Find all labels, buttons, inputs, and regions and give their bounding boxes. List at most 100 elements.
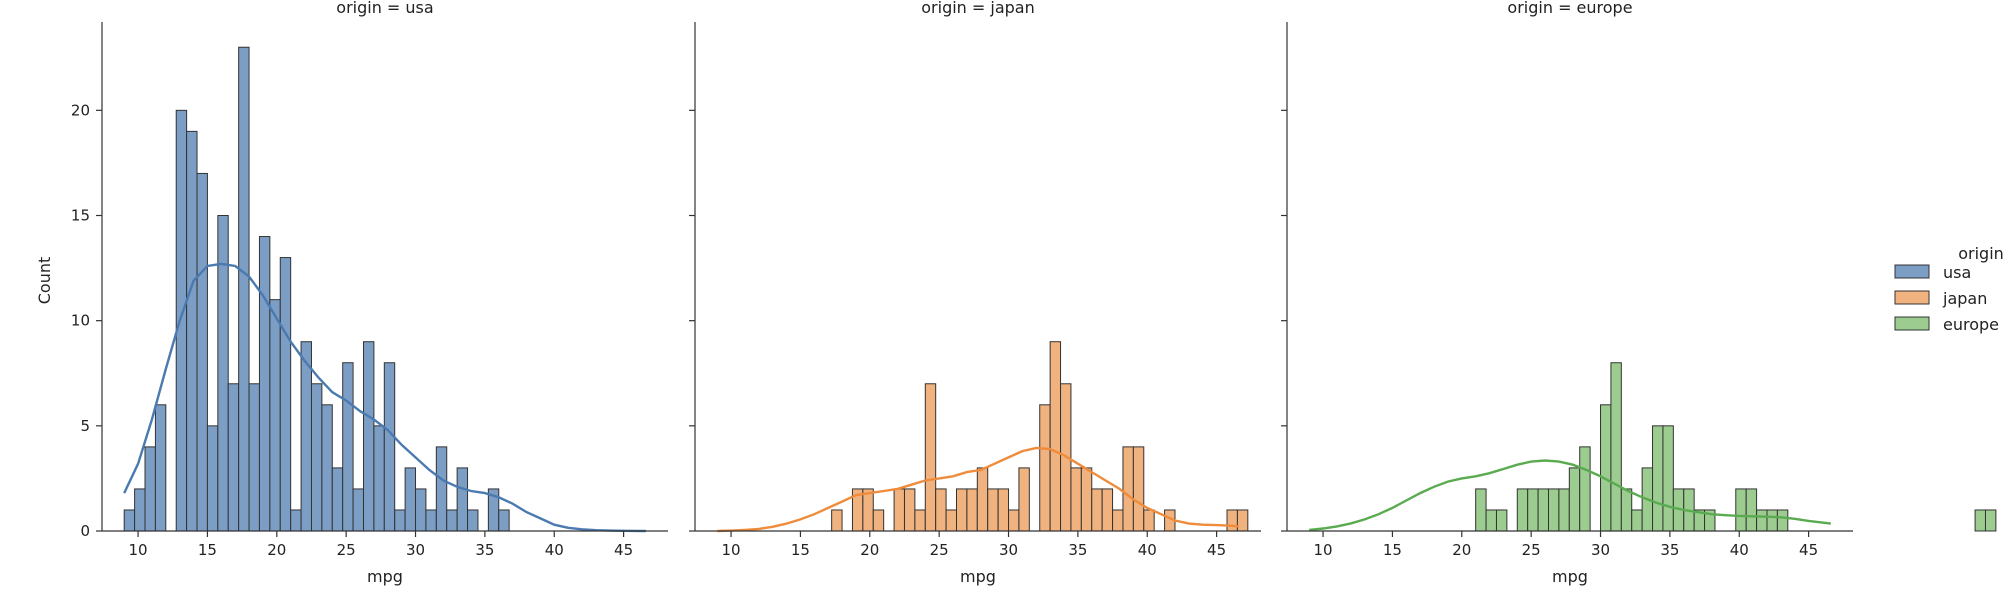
- histogram-bar: [1745, 488, 1758, 532]
- histogram-bar: [206, 425, 219, 532]
- x-tick-label: 30: [1591, 541, 1610, 559]
- x-tick-label: 35: [1660, 541, 1679, 559]
- histogram-bar: [903, 488, 916, 532]
- y-tick-label: 5: [80, 417, 90, 435]
- x-tick-label: 15: [791, 541, 810, 559]
- histogram-bar: [924, 383, 937, 532]
- x-axis-title: mpg: [1552, 567, 1588, 586]
- histogram-bar: [175, 109, 188, 532]
- histogram-bar: [1132, 446, 1145, 532]
- histogram-bar: [383, 362, 396, 532]
- legend-item-japan: japan: [1894, 289, 1987, 308]
- histogram-bar: [144, 446, 156, 532]
- histogram-bar: [1112, 509, 1124, 532]
- x-tick-label: 25: [1522, 541, 1541, 559]
- histogram-bar: [955, 488, 968, 532]
- histogram-bar: [123, 509, 136, 532]
- x-tick-label: 35: [1068, 541, 1087, 559]
- histogram-bar: [258, 236, 271, 532]
- histogram-bar: [976, 467, 989, 532]
- x-tick-label: 35: [475, 541, 494, 559]
- y-axis-title: Count: [35, 257, 54, 305]
- histogram-bar: [1143, 509, 1155, 532]
- kde-line: [123, 262, 646, 533]
- histogram-bar: [1101, 488, 1114, 532]
- y-tick-label: 10: [71, 312, 90, 330]
- histogram-bar: [269, 299, 281, 532]
- histogram-bar: [342, 362, 354, 532]
- histogram-bar: [467, 509, 479, 532]
- x-tick-label: 10: [722, 541, 741, 559]
- histogram-bar: [362, 341, 375, 532]
- x-axis-title: mpg: [960, 567, 996, 586]
- y-tick-label: 0: [80, 522, 90, 540]
- histogram-bar: [1516, 488, 1529, 532]
- histogram-bar: [872, 509, 885, 532]
- y-tick-label: 15: [71, 207, 90, 225]
- histogram-bar: [1527, 488, 1539, 532]
- legend-item-usa: usa: [1894, 263, 1971, 282]
- histogram-bar: [1766, 509, 1778, 532]
- histogram-bar: [394, 509, 406, 532]
- histogram-bar: [446, 509, 458, 532]
- histogram-bar: [404, 467, 417, 532]
- x-tick-label: 20: [860, 541, 879, 559]
- x-tick-label: 25: [337, 541, 356, 559]
- histogram-bar: [134, 488, 146, 532]
- histogram-bar: [987, 488, 999, 532]
- histogram-bar: [154, 404, 167, 532]
- kde-line: [1309, 459, 1831, 532]
- histogram-bar: [1662, 425, 1674, 532]
- histogram-bar: [1495, 509, 1508, 532]
- histogram-bar: [935, 488, 947, 532]
- histogram-bar: [321, 404, 333, 532]
- x-tick-label: 10: [1314, 541, 1333, 559]
- histogram-bar: [1558, 488, 1570, 532]
- x-tick-label: 40: [1138, 541, 1157, 559]
- histogram-bar: [300, 341, 312, 532]
- histogram-bar: [227, 383, 240, 532]
- facet-japan: origin = japan 10 15 20 25 30 35 40 45 mpg: [689, 0, 1261, 586]
- histogram-bar: [1080, 467, 1093, 532]
- histogram-bar: [831, 509, 843, 532]
- x-tick-label: 45: [1207, 541, 1226, 559]
- histogram-bar: [1756, 509, 1768, 532]
- histogram-bar: [1049, 341, 1062, 532]
- histogram-bar: [1039, 404, 1051, 532]
- x-tick-label: 40: [1730, 541, 1749, 559]
- x-tick-label: 15: [1383, 541, 1402, 559]
- histogram-bar: [1610, 362, 1622, 532]
- histogram-bar: [945, 509, 957, 532]
- legend-title: origin: [1958, 244, 2004, 263]
- histogram-bar: [1776, 509, 1789, 532]
- histogram-bar: [456, 467, 469, 532]
- histogram-bar: [1091, 488, 1103, 532]
- legend: origin usa japan europe: [1894, 244, 2004, 334]
- histogram-bar: [893, 488, 905, 532]
- x-axis-title: mpg: [367, 567, 403, 586]
- histogram-bar: [279, 257, 292, 532]
- facet-usa: origin = usa 10 15 20 25 30 35 40 45 0 5 10 15 20 mpg C…: [35, 0, 668, 586]
- histogram-bar: [1579, 446, 1591, 532]
- histogram-bar: [1226, 509, 1238, 532]
- y-tick-label: 20: [71, 101, 90, 119]
- histogram-bar: [1568, 467, 1581, 532]
- histogram-bar: [1475, 488, 1487, 532]
- histogram-bar: [498, 509, 510, 532]
- histogram-bar: [1735, 488, 1747, 532]
- histogram-bar: [435, 446, 448, 532]
- x-tick-label: 20: [1452, 541, 1471, 559]
- histogram-bar: [196, 172, 208, 532]
- x-tick-label: 15: [198, 541, 217, 559]
- x-tick-label: 45: [1799, 541, 1818, 559]
- histogram-bar: [1974, 509, 1986, 532]
- histogram-bar: [1018, 467, 1030, 532]
- legend-swatch: [1894, 290, 1930, 305]
- histogram-bar: [248, 383, 260, 532]
- histogram-bar: [1236, 509, 1249, 532]
- histogram-bar: [238, 46, 250, 532]
- x-tick-label: 45: [614, 541, 633, 559]
- x-tick-label: 10: [129, 541, 148, 559]
- kde-line: [717, 446, 1239, 533]
